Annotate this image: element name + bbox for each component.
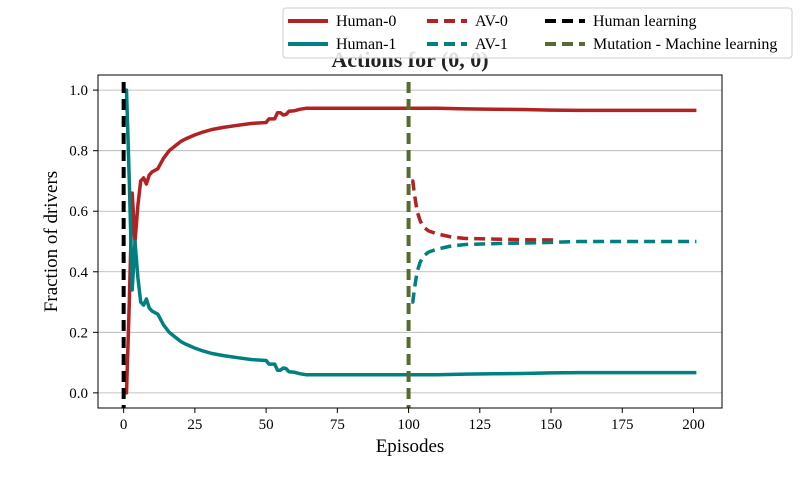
x-axis-label: Episodes (376, 436, 445, 457)
legend-box (282, 7, 793, 59)
x-tick-label: 200 (682, 417, 705, 433)
legend-label: AV-1 (475, 36, 508, 53)
series-layer (121, 82, 697, 408)
legend-label: AV-0 (475, 13, 508, 30)
series-line-human-0 (123, 106, 697, 395)
x-tick-label: 75 (330, 417, 345, 433)
x-tick-label: 150 (540, 417, 563, 433)
x-tick-label: 0 (120, 417, 128, 433)
series-line-human-1 (123, 88, 697, 377)
legend-label: Human-1 (336, 36, 396, 53)
plot-frame (97, 74, 723, 409)
ticks-layer: 0.0 0.2 0.4 0.6 0.8 1.0 0 25 50 75 100 125 150 175 200 (69, 83, 705, 433)
series-line-av-0 (411, 179, 557, 242)
y-tick-label: 0.8 (69, 144, 88, 160)
y-tick-label: 0.0 (69, 386, 88, 402)
y-axis-label: Fraction of drivers (41, 171, 62, 312)
legend-label: Human-0 (336, 13, 396, 30)
legend-label: Mutation - Machine learning (593, 36, 777, 53)
legend: Human-0 Human-1 AV-0 AV-1 Human learning Muta… (282, 7, 793, 59)
x-tick-label: 175 (611, 417, 634, 433)
x-tick-label: 125 (469, 417, 492, 433)
x-tick-label: 50 (259, 417, 274, 433)
y-tick-label: 0.6 (69, 204, 88, 220)
legend-label: Human learning (593, 13, 697, 30)
x-tick-label: 25 (187, 417, 202, 433)
x-tick-label: 100 (397, 417, 420, 433)
y-tick-label: 1.0 (69, 83, 88, 99)
y-tick-label: 0.2 (69, 325, 88, 341)
y-tick-label: 0.4 (69, 265, 88, 281)
series-line-av-1 (411, 239, 697, 304)
